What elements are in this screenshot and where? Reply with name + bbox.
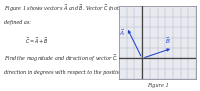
Text: $\vec{C} = \vec{A} + \vec{B}$: $\vec{C} = \vec{A} + \vec{B}$ [25, 36, 49, 46]
Text: $\vec{A}$: $\vec{A}$ [119, 28, 125, 38]
Text: direction in degrees with respect to the positive x axis.: direction in degrees with respect to the… [4, 70, 139, 75]
Text: Figure 1 shows vectors $\vec{A}$ and $\vec{B}$. Vector $\vec{C}$ (not shown) is: Figure 1 shows vectors $\vec{A}$ and $\v… [4, 3, 145, 14]
Text: Find the magnitude and direction of vector $\vec{C}$. State the: Find the magnitude and direction of vect… [4, 53, 143, 64]
Text: $\vec{B}$: $\vec{B}$ [165, 36, 171, 46]
Text: defined as:: defined as: [4, 20, 31, 25]
Text: Figure 1: Figure 1 [147, 83, 168, 88]
